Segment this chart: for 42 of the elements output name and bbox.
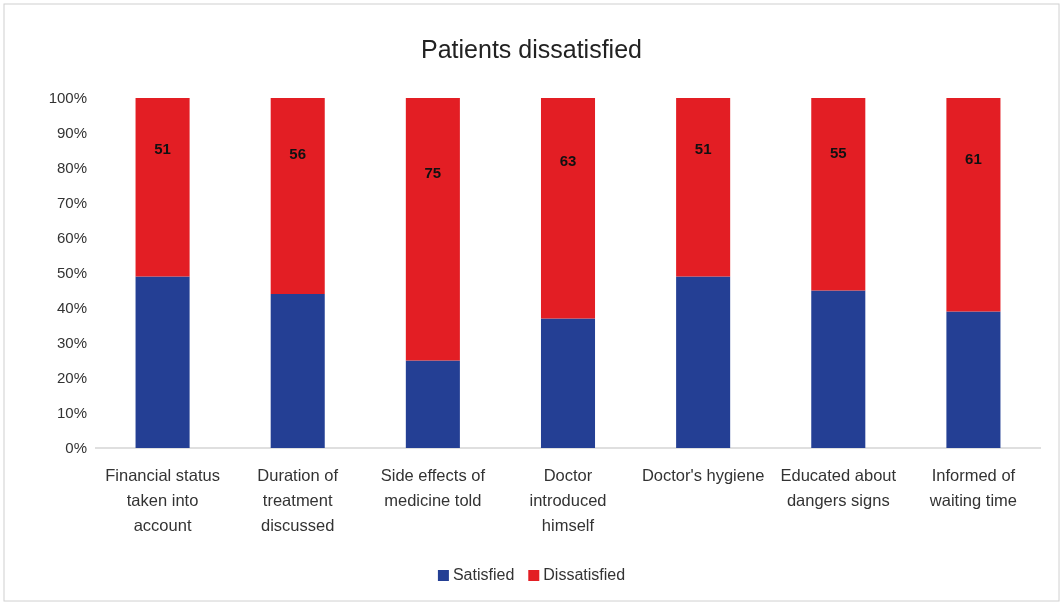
bar: [270, 98, 325, 294]
legend-label: Satisfied: [452, 566, 515, 583]
bar: [135, 276, 190, 448]
y-tick-label: 10%: [56, 404, 87, 422]
bar: [405, 98, 460, 361]
bar: [811, 290, 866, 448]
bar: [405, 360, 460, 448]
data-label: 56: [289, 144, 307, 162]
x-tick-label: Doctor introduced himself: [529, 466, 607, 534]
bar: [676, 276, 731, 448]
bar: [270, 294, 325, 448]
y-tick-label: 0%: [65, 439, 87, 457]
bar: [946, 98, 1001, 312]
y-tick-label: 60%: [56, 229, 87, 247]
data-label: 51: [694, 139, 712, 157]
data-label: 55: [829, 143, 847, 161]
y-tick-label: 90%: [56, 124, 87, 142]
y-tick-label: 40%: [56, 299, 87, 317]
data-label: 63: [559, 151, 577, 169]
bar: [676, 98, 731, 277]
y-tick-label: 20%: [56, 369, 87, 387]
bar: [811, 98, 866, 291]
data-label: 75: [424, 163, 442, 181]
x-tick-label: Duration of treatment discussed: [257, 466, 339, 534]
y-tick-label: 70%: [56, 194, 87, 212]
data-label: 61: [965, 149, 982, 167]
y-tick-label: 80%: [56, 159, 87, 177]
x-tick-label: Educated about dangers signs: [780, 466, 897, 509]
x-tick-label: Financial status taken into account: [105, 466, 220, 534]
bar: [135, 98, 190, 277]
x-tick-label: Doctor's hygiene: [641, 466, 765, 484]
legend-label: Dissatisfied: [543, 566, 626, 583]
data-label: 51: [154, 139, 171, 157]
x-tick-label: Side effects of medicine told: [380, 466, 486, 509]
y-tick-label: 100%: [48, 89, 87, 107]
chart-title: Patients dissatisfied: [421, 35, 642, 63]
x-tick-label: Informed of waiting time: [928, 466, 1017, 509]
y-tick-label: 30%: [56, 334, 87, 352]
bar: [540, 318, 596, 448]
bar: [540, 98, 596, 319]
y-tick-label: 50%: [56, 264, 87, 282]
bar: [946, 311, 1001, 448]
